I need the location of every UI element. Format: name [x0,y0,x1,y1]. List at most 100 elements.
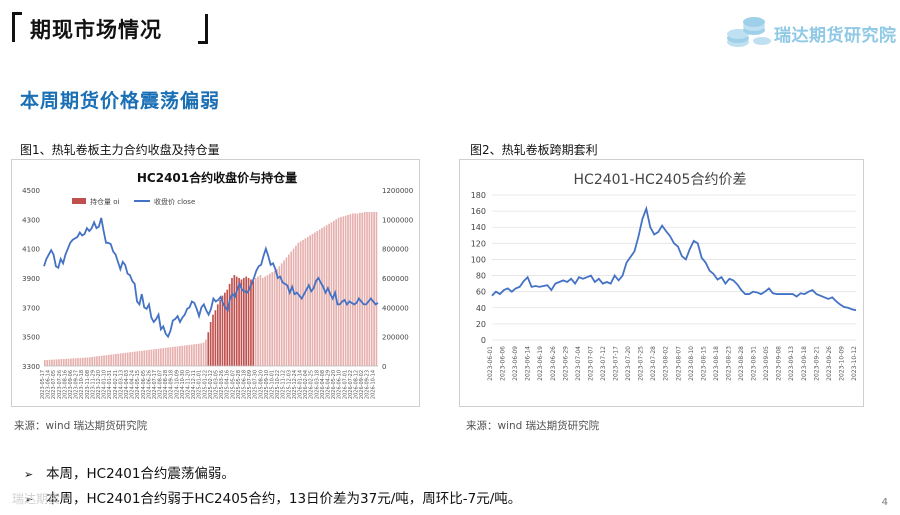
page-title: 期现市场情况 [30,18,162,42]
x-tick-label: 2024-12-11 [191,370,197,399]
oi-bar [186,345,188,366]
x-tick-label: 2023-06-01 [487,346,494,381]
oi-bar [183,345,186,366]
oi-bar [86,357,89,366]
x-tick-label: 2023-06-09 [512,346,519,381]
x-tick-label: 2026-04-29 [326,370,332,399]
oi-bar [205,339,207,366]
company-logo: 瑞达期货研究院 [724,12,896,52]
oi-bar [257,276,259,366]
oi-bar [65,358,67,366]
x-tick-label: 2023-08-18 [713,346,720,381]
oi-bar [115,353,117,366]
oi-bar [311,234,314,366]
logo-text: 瑞达期货研究院 [774,26,897,46]
oi-bar [131,351,134,366]
x-tick-label: 2024-01-10 [102,370,108,399]
oi-bar [164,347,167,366]
oi-bar [122,353,124,366]
bullet-point-2: ➢ 本周，HC2401合约弱于HC2405合约，13日价差为37元/吨，周环比-7… [24,487,521,507]
oi-bar [79,357,82,366]
x-tick-label: 2023-07-20 [625,346,632,381]
x-tick-label: 2023-05-17 [40,370,46,399]
oi-bar [179,346,181,366]
oi-bar [368,212,371,366]
y-right-tick-label: 400000 [382,304,409,312]
x-tick-label: 2024-06-05 [141,370,147,399]
oi-bar [238,278,240,366]
oi-bar [373,212,375,366]
x-tick-label: 2025-07-09 [247,370,253,399]
oi-bar [321,228,323,366]
spread-line [491,205,857,312]
x-tick-label: 2023-07-25 [638,346,645,381]
close-line [43,217,379,339]
x-tick-label: 2023-07-12 [600,346,607,381]
oi-bar [224,292,226,366]
x-tick-label: 2023-09-05 [763,346,770,381]
x-tick-label: 2025-01-22 [202,370,208,399]
x-tick-label: 2024-08-07 [158,370,164,399]
x-tick-label: 2026-03-18 [314,370,320,399]
oi-bar [318,229,321,366]
x-tick-label: 2023-09-08 [776,346,783,381]
oi-bar [214,310,217,366]
x-tick-label: 2025-06-18 [242,370,248,399]
x-tick-label: 2026-06-10 [337,370,343,399]
oi-bar [55,359,58,366]
oi-bar [141,350,143,366]
bullet-point-1: ➢ 本周，HC2401合约震荡偏弱。 [24,462,235,482]
x-tick-label: 2025-10-01 [270,370,276,399]
oi-bar [155,348,157,366]
oi-bar [129,352,131,366]
page-number: 4 [881,497,888,508]
oi-bar [283,260,285,366]
figure2-caption: 图2、热轧卷板跨期套利 [470,143,598,157]
y-left-tick-label: 4300 [22,216,40,224]
oi-bar [370,212,373,366]
oi-bar [233,275,236,366]
oi-bar [51,359,53,366]
oi-bar [190,344,193,366]
x-tick-label: 2026-08-12 [354,370,360,399]
x-tick-label: 2024-06-26 [146,370,152,399]
x-tick-label: 2023-06-29 [562,346,569,381]
oi-bar [316,231,319,366]
oi-bar [100,355,103,366]
oi-bar [356,213,359,366]
y-tick-label: 40 [476,304,486,313]
oi-bar [157,348,160,366]
oi-bar [195,344,198,366]
oi-bar [162,348,165,366]
x-tick-label: 2023-08-23 [726,346,733,381]
x-tick-label: 2025-03-26 [219,370,225,399]
oi-bar [330,222,333,366]
x-tick-label: 2025-12-24 [292,370,298,399]
x-tick-label: 2023-11-29 [90,370,96,399]
oi-bar [276,269,278,366]
y-left-tick-label: 3500 [22,334,40,342]
x-tick-label: 2024-02-21 [113,370,119,399]
oi-bar [209,322,212,366]
oi-bar [290,251,293,366]
oi-bar [193,344,195,366]
oi-bar [309,235,311,366]
x-tick-label: 2023-08-31 [751,346,758,381]
oi-bar [77,358,79,366]
oi-bar [188,344,191,366]
oi-bar [105,355,108,366]
x-tick-label: 2025-11-12 [281,370,287,399]
oi-bar [136,351,139,366]
y-left-tick-label: 3300 [22,363,40,371]
oi-bar [138,351,141,366]
figure1-caption: 图1、热轧卷板主力合约收盘及持仓量 [20,143,220,157]
coins-logo-icon [727,17,771,47]
y-left-tick-label: 4100 [22,246,40,254]
oi-bar [314,232,316,366]
x-tick-label: 2023-09-26 [826,346,833,381]
arrow-bullet-icon: ➢ [24,493,34,506]
oi-bar [126,352,129,366]
figure2-source: 来源：wind 瑞达期货研究院 [466,420,600,432]
x-tick-label: 2026-10-14 [370,370,376,399]
